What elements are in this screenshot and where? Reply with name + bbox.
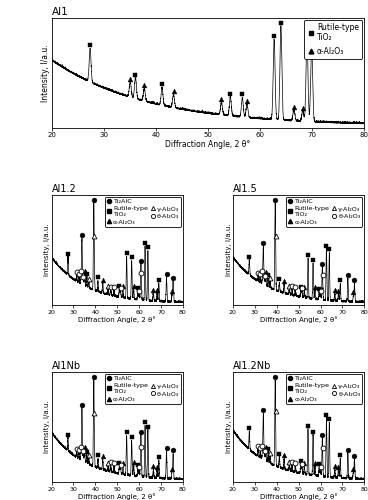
Legend: Ti₂AlC, Rutile-type
TiO₂, α-Al₂O₃, , γ-Al₂O₃, θ-Al₂O₃: Ti₂AlC, Rutile-type TiO₂, α-Al₂O₃, , γ-A… (286, 374, 362, 404)
Y-axis label: Intensity, I/a.u.: Intensity, I/a.u. (226, 224, 231, 276)
Text: Al1.5: Al1.5 (233, 184, 258, 194)
Text: Al1.2: Al1.2 (52, 184, 76, 194)
Y-axis label: Intensity, I/a.u.: Intensity, I/a.u. (226, 401, 231, 454)
Y-axis label: Intensity, I/a.u.: Intensity, I/a.u. (44, 224, 50, 276)
Text: Al1: Al1 (52, 6, 68, 16)
Legend: Ti₂AlC, Rutile-type
TiO₂, α-Al₂O₃, , γ-Al₂O₃, θ-Al₂O₃: Ti₂AlC, Rutile-type TiO₂, α-Al₂O₃, , γ-A… (105, 374, 181, 404)
Text: Al1Nb: Al1Nb (52, 361, 81, 371)
X-axis label: Diffraction Angle, 2 θ°: Diffraction Angle, 2 θ° (78, 316, 156, 322)
Y-axis label: Intensity, I/a.u.: Intensity, I/a.u. (41, 44, 50, 102)
X-axis label: Diffraction Angle, 2 θ°: Diffraction Angle, 2 θ° (260, 493, 337, 500)
X-axis label: Diffraction Angle, 2 θ°: Diffraction Angle, 2 θ° (260, 316, 337, 322)
Y-axis label: Intensity, I/a.u.: Intensity, I/a.u. (44, 401, 50, 454)
Text: Al1.2Nb: Al1.2Nb (233, 361, 271, 371)
X-axis label: Diffraction Angle, 2 θ°: Diffraction Angle, 2 θ° (165, 140, 251, 149)
Legend: Rutile-type
TiO₂, α-Al₂O₃: Rutile-type TiO₂, α-Al₂O₃ (304, 20, 362, 59)
Legend: Ti₂AlC, Rutile-type
TiO₂, α-Al₂O₃, , γ-Al₂O₃, θ-Al₂O₃: Ti₂AlC, Rutile-type TiO₂, α-Al₂O₃, , γ-A… (105, 196, 181, 226)
X-axis label: Diffraction Angle, 2 θ°: Diffraction Angle, 2 θ° (78, 493, 156, 500)
Legend: Ti₂AlC, Rutile-type
TiO₂, α-Al₂O₃, , γ-Al₂O₃, θ-Al₂O₃: Ti₂AlC, Rutile-type TiO₂, α-Al₂O₃, , γ-A… (286, 196, 362, 226)
